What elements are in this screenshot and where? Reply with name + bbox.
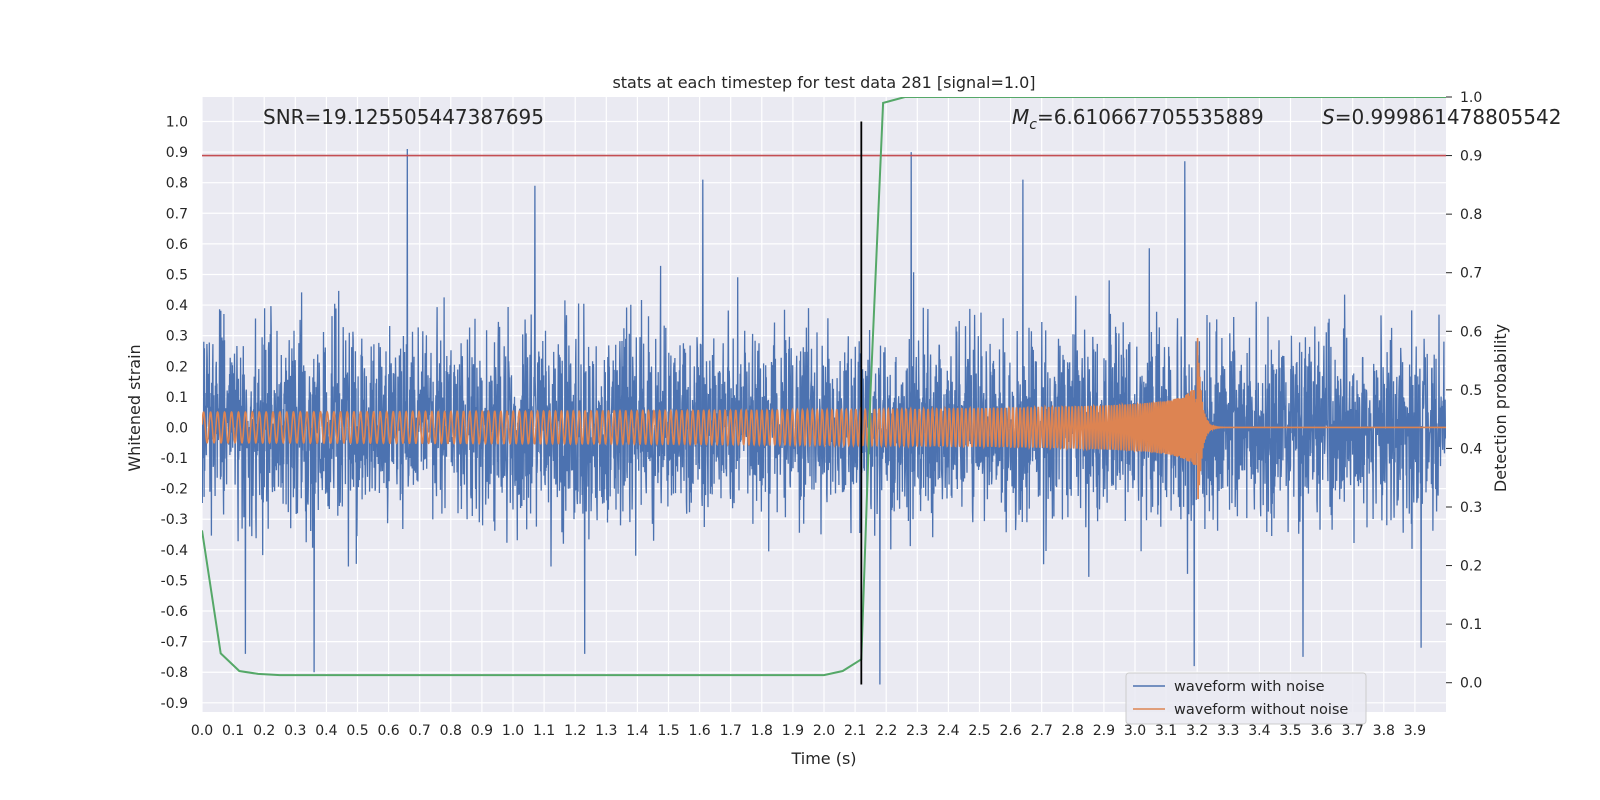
x-tick-label: 1.0 [502,723,524,739]
y-tick-label: 0.1 [166,390,188,406]
x-tick-label: 2.0 [813,723,835,739]
series-layer [202,97,1446,685]
legend-label-noise: waveform with noise [1174,679,1325,695]
x-tick-label: 0.1 [222,723,244,739]
x-tick-label: 2.4 [937,723,959,739]
y-tick-label: -0.1 [161,451,188,467]
x-tick-label: 0.2 [253,723,275,739]
x-tick-label: 3.0 [1124,723,1146,739]
snr-annotation: SNR=19.125505447387695 [263,105,544,129]
x-ticks: 0.0 0.1 0.2 0.3 0.4 0.5 0.6 0.7 0.8 0.9 1.0 1.1 1.2 1… [191,723,1426,739]
mc-subscript: c [1029,117,1037,133]
y-ticks-right: 1.0 0.9 0.8 0.7 0.6 0.5 0.4 0.3 0.2 0.1 0.0 [1446,90,1482,692]
x-tick-label: 3.2 [1186,723,1208,739]
y-tick-label: 0.6 [166,237,188,253]
chirp-mass-annotation: Mc=6.610667705535889 [1012,105,1264,133]
y-ticks-left: 1.0 0.9 0.8 0.7 0.6 0.5 0.4 0.3 0.2 0.1 0.0 -0.1 -0.… [161,114,188,711]
y-tick-label: -0.8 [161,665,188,681]
y-axis-label: Whitened strain [125,344,144,471]
x-tick-label: 3.5 [1279,723,1301,739]
chart-title: stats at each timestep for test data 281… [612,73,1035,92]
y-right-tick-label: 0.9 [1460,149,1482,165]
x-tick-label: 2.3 [906,723,928,739]
x-tick-label: 3.7 [1342,723,1364,739]
y-right-tick-label: 0.7 [1460,266,1482,282]
y-right-tick-label: 0.1 [1460,617,1482,633]
x-tick-label: 3.6 [1310,723,1332,739]
x-tick-label: 1.5 [657,723,679,739]
y-axis-label-right: Detection probability [1491,324,1510,492]
y-tick-label: -0.2 [161,482,188,498]
y-right-tick-label: 0.2 [1460,559,1482,575]
y-tick-label: 0.5 [166,267,188,283]
x-tick-label: 2.1 [844,723,866,739]
x-tick-label: 1.8 [751,723,773,739]
series-waveform-without-noise [202,337,1446,500]
x-tick-label: 2.9 [1093,723,1115,739]
y-tick-label: 1.0 [166,114,188,130]
x-tick-label: 3.9 [1404,723,1426,739]
x-tick-label: 0.8 [440,723,462,739]
y-right-tick-label: 0.0 [1460,676,1482,692]
y-right-tick-label: 0.3 [1460,500,1482,516]
x-tick-label: 3.8 [1373,723,1395,739]
x-tick-label: 0.5 [346,723,368,739]
y-right-tick-label: 1.0 [1460,90,1482,106]
legend-label-clean: waveform without noise [1174,702,1348,718]
y-tick-label: 0.7 [166,206,188,222]
y-right-tick-label: 0.6 [1460,324,1482,340]
y-tick-label: -0.7 [161,635,188,651]
y-tick-label: 0.8 [166,176,188,192]
x-tick-label: 1.2 [564,723,586,739]
x-tick-label: 1.3 [595,723,617,739]
s-value: =0.999861478805542 [1335,105,1562,129]
y-tick-label: -0.6 [161,604,188,620]
series-waveform-with-noise [202,148,1446,685]
s-symbol: S [1322,105,1335,129]
x-tick-label: 0.0 [191,723,213,739]
y-right-tick-label: 0.5 [1460,383,1482,399]
x-tick-label: 0.7 [409,723,431,739]
x-tick-label: 1.4 [626,723,648,739]
y-tick-label: 0.4 [166,298,188,314]
mc-symbol: M [1012,105,1029,129]
x-tick-label: 2.5 [968,723,990,739]
y-tick-label: 0.3 [166,329,188,345]
x-axis-label: Time (s) [790,749,856,768]
x-tick-label: 1.9 [782,723,804,739]
x-tick-label: 1.1 [533,723,555,739]
x-tick-label: 2.2 [875,723,897,739]
y-tick-label: -0.9 [161,696,188,712]
y-right-tick-label: 0.4 [1460,441,1482,457]
x-tick-label: 1.7 [720,723,742,739]
x-tick-label: 3.3 [1217,723,1239,739]
series-detection-probability [202,97,1446,677]
y-tick-label: -0.4 [161,543,188,559]
x-tick-label: 2.7 [1031,723,1053,739]
x-tick-label: 3.4 [1248,723,1270,739]
x-tick-label: 0.6 [377,723,399,739]
x-tick-label: 0.3 [284,723,306,739]
x-tick-label: 1.6 [688,723,710,739]
y-tick-label: 0.9 [166,145,188,161]
mc-value: =6.610667705535889 [1037,105,1264,129]
legend: waveform with noise waveform without noi… [1125,672,1367,725]
legend-box [1125,672,1367,725]
y-tick-label: 0.2 [166,359,188,375]
x-tick-label: 2.6 [999,723,1021,739]
x-tick-label: 0.9 [471,723,493,739]
y-tick-label: -0.3 [161,512,188,528]
s-annotation: S=0.999861478805542 [1322,105,1561,129]
y-tick-label: -0.5 [161,573,188,589]
x-tick-label: 3.1 [1155,723,1177,739]
x-tick-label: 0.4 [315,723,337,739]
x-tick-label: 2.8 [1062,723,1084,739]
y-right-tick-label: 0.8 [1460,207,1482,223]
y-tick-label: 0.0 [166,420,188,436]
